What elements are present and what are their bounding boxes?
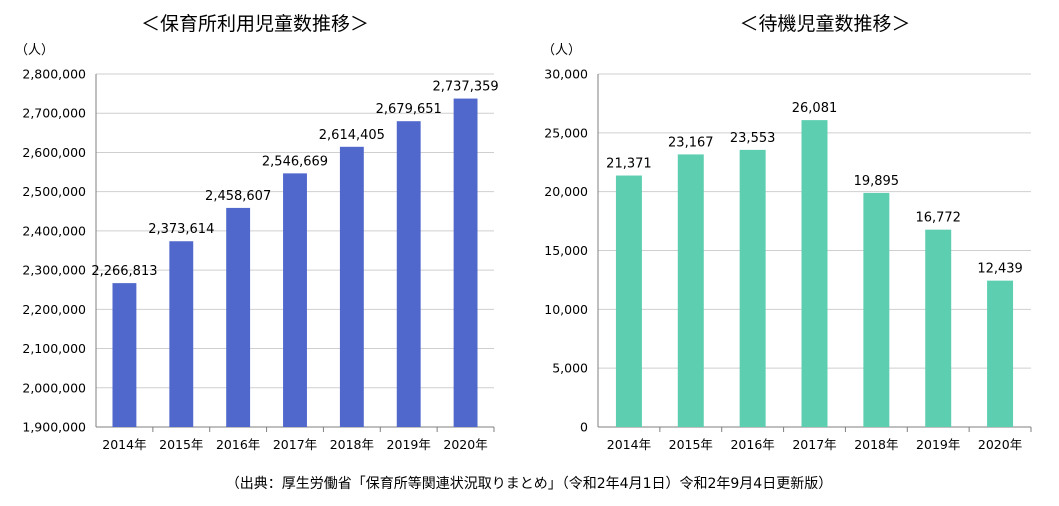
x-tick-label: 2014年	[102, 437, 146, 452]
y-tick-label: 2,400,000	[22, 223, 86, 238]
chart-waiting-children: ＜待機児童数推移＞ （人） 0 5,000 10,000 15,000 20,000 25,0…	[542, 13, 1032, 452]
bar	[169, 241, 194, 427]
chart-childcare-users: ＜保育所利用児童数推移＞ （人） 1,900,000 2,000,000 2,100,0…	[15, 13, 499, 452]
data-label: 23,553	[730, 131, 776, 146]
bar	[339, 146, 364, 427]
chart-title: ＜保育所利用児童数推移＞	[141, 13, 369, 35]
x-tick-label: 2019年	[916, 437, 960, 452]
data-label: 2,266,813	[91, 264, 157, 279]
y-tick-label: 10,000	[544, 302, 588, 317]
source-note: （出典：厚生労働省「保育所等関連状況取りまとめ」（令和2年4月1日）令和2年9月…	[226, 475, 832, 492]
x-tick-label: 2017年	[273, 437, 317, 452]
y-tick-label: 2,200,000	[22, 302, 86, 317]
data-label: 2,737,359	[432, 80, 498, 95]
y-tick-label: 15,000	[544, 243, 588, 258]
data-label: 2,373,614	[148, 222, 214, 237]
y-tick-label: 1,900,000	[22, 420, 86, 435]
y-tick-label: 20,000	[544, 184, 588, 199]
data-label: 19,895	[854, 174, 900, 189]
data-label: 2,679,651	[376, 102, 442, 117]
data-label: 21,371	[606, 157, 652, 172]
bar	[283, 173, 307, 427]
y-tick-label: 2,600,000	[22, 145, 86, 160]
y-tick-label: 2,000,000	[22, 380, 86, 395]
bar	[863, 192, 890, 427]
bar	[396, 121, 421, 427]
data-label: 16,772	[915, 211, 961, 226]
x-tick-label: 2018年	[330, 437, 374, 452]
x-tick-label: 2020年	[978, 437, 1022, 452]
x-tick-label: 2015年	[159, 437, 203, 452]
x-tick-label: 2016年	[730, 437, 774, 452]
y-tick-label: 5,000	[552, 361, 588, 376]
unit-label: （人）	[542, 43, 581, 58]
y-tick-label: 30,000	[544, 67, 588, 82]
data-label: 23,167	[668, 135, 714, 150]
bar	[226, 207, 251, 427]
x-tick-label: 2020年	[443, 437, 487, 452]
bar	[453, 98, 478, 428]
y-tick-label: 2,500,000	[22, 184, 86, 199]
data-label: 2,458,607	[205, 189, 271, 204]
unit-label: （人）	[15, 43, 54, 58]
chart-title: ＜待機児童数推移＞	[739, 13, 910, 35]
data-label: 26,081	[792, 101, 838, 116]
bar	[615, 175, 642, 427]
x-tick-label: 2015年	[669, 437, 713, 452]
y-tick-label: 2,300,000	[22, 263, 86, 278]
bar	[112, 283, 137, 427]
y-tick-label: 2,800,000	[22, 67, 86, 82]
x-tick-label: 2018年	[854, 437, 898, 452]
y-tick-label: 25,000	[544, 125, 588, 140]
x-tick-label: 2016年	[216, 437, 260, 452]
data-label: 12,439	[977, 262, 1023, 277]
bar	[677, 154, 704, 428]
x-tick-label: 2017年	[792, 437, 836, 452]
bar	[801, 120, 828, 428]
data-label: 2,614,405	[319, 128, 385, 143]
y-tick-label: 0	[580, 420, 588, 435]
bar	[739, 149, 766, 428]
x-tick-label: 2019年	[387, 437, 431, 452]
y-tick-label: 2,700,000	[22, 106, 86, 121]
y-tick-label: 2,100,000	[22, 341, 86, 356]
bar	[987, 280, 1014, 427]
data-label: 2,546,669	[262, 154, 328, 169]
bar	[925, 229, 952, 427]
x-tick-label: 2014年	[607, 437, 651, 452]
